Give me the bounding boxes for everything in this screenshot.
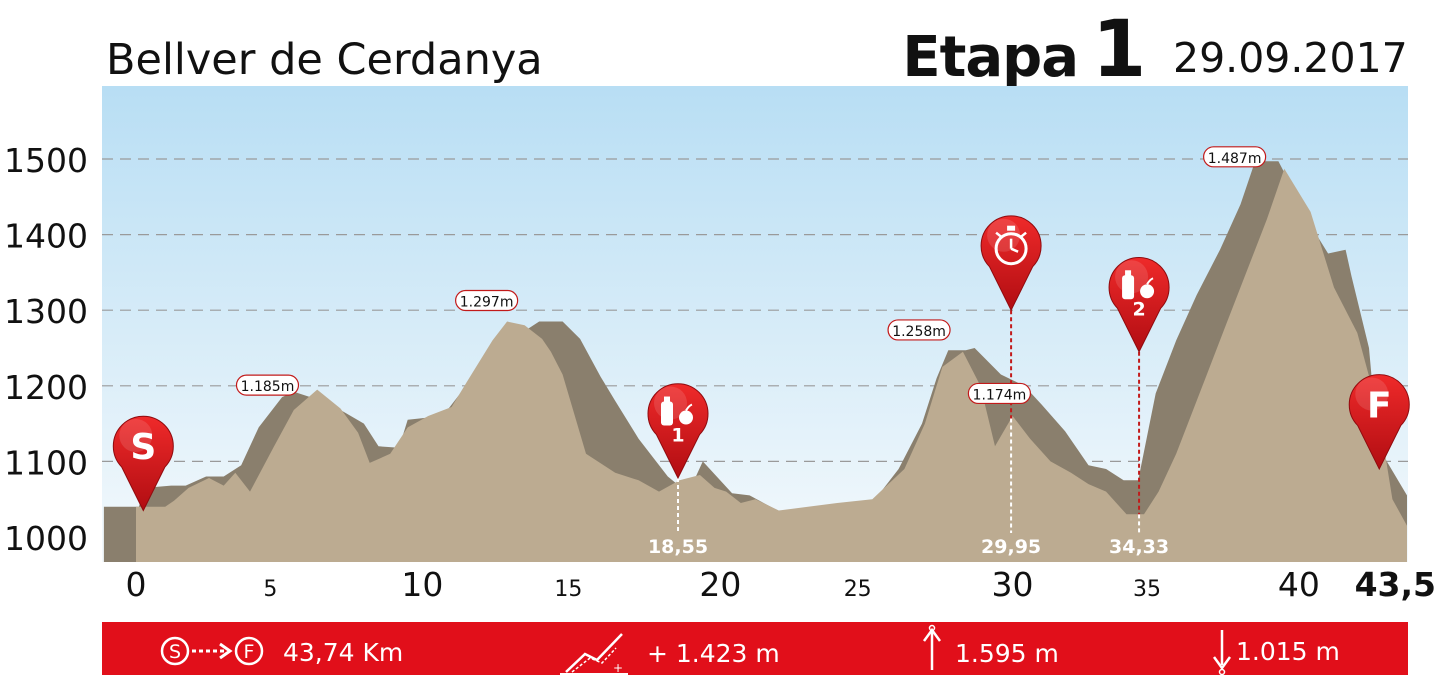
summary-bar bbox=[102, 622, 1408, 675]
summit-label: 1.297m bbox=[455, 289, 519, 312]
feed-zone-number: 1 bbox=[671, 425, 684, 447]
x-tick-label: 10 bbox=[401, 565, 443, 604]
distance-icon: S F bbox=[160, 636, 264, 666]
x-tick-label: 0 bbox=[126, 565, 147, 604]
route-markers: S 1 2 F bbox=[112, 215, 1410, 512]
start-letter: S bbox=[130, 427, 156, 468]
timer-marker bbox=[980, 215, 1042, 312]
summit-label: 1.174m bbox=[967, 382, 1032, 405]
elevation-gain-icon: + bbox=[560, 633, 628, 675]
stage-label: Etapa bbox=[902, 25, 1078, 90]
terrain bbox=[103, 161, 1407, 562]
stage-number: 1 bbox=[1092, 5, 1146, 95]
feed-marker: 2 bbox=[1108, 257, 1170, 353]
marker-drop-lines: 18,55 29,95 34,33 bbox=[648, 310, 1169, 558]
x-tick-label: 40 bbox=[1278, 565, 1320, 604]
distance-icon-finish: F bbox=[244, 641, 255, 663]
summit-label-text: 1.185m bbox=[241, 379, 295, 395]
y-tick-label: 1500 bbox=[4, 141, 88, 180]
summit-label-text: 1.258m bbox=[892, 324, 946, 340]
y-tick-label: 1000 bbox=[4, 519, 88, 558]
summit-label-text: 1.174m bbox=[973, 387, 1027, 403]
y-tick-label: 1300 bbox=[4, 292, 88, 331]
x-tick-label: 5 bbox=[263, 577, 277, 602]
y-tick-label: 1400 bbox=[4, 217, 88, 256]
x-tick-label: 20 bbox=[699, 565, 741, 604]
marker-km-label: 18,55 bbox=[648, 536, 708, 558]
x-tick-label: 30 bbox=[992, 565, 1034, 604]
x-tick-label: 35 bbox=[1133, 577, 1161, 602]
summit-label-text: 1.487m bbox=[1208, 151, 1262, 167]
feed-icon bbox=[661, 396, 694, 426]
feed-zone-number: 2 bbox=[1132, 298, 1145, 320]
stage-date: 29.09.2017 bbox=[1173, 34, 1408, 82]
x-tick-label: 25 bbox=[844, 577, 872, 602]
elevation-gain: + 1.423 m bbox=[647, 639, 780, 668]
finish-marker: F bbox=[1348, 374, 1410, 471]
marker-km-label: 34,33 bbox=[1109, 536, 1169, 558]
x-tick-label: 15 bbox=[554, 577, 582, 602]
summit-labels: 1.185m 1.297m 1.258m 1.174m 1.487m bbox=[235, 146, 1267, 405]
y-tick-label: 1200 bbox=[4, 368, 88, 407]
total-distance: 43,74 Km bbox=[283, 638, 403, 667]
y-tick-label: 1100 bbox=[4, 443, 88, 482]
start-marker: S bbox=[112, 415, 174, 512]
x-axis: 0 5 10 15 20 25 30 35 40 43,5 bbox=[126, 565, 1437, 604]
summit-label: 1.185m bbox=[235, 374, 300, 396]
feed-icon bbox=[1122, 270, 1155, 300]
location-title: Bellver de Cerdanya bbox=[106, 35, 543, 85]
marker-km-label: 29,95 bbox=[981, 536, 1041, 558]
max-altitude-icon bbox=[922, 624, 942, 670]
min-altitude: 1.015 m bbox=[1236, 637, 1340, 666]
elevation-gain-plus: + bbox=[613, 661, 623, 675]
y-axis: 1000 1100 1200 1300 1400 1500 bbox=[4, 141, 88, 558]
feed-marker: 1 bbox=[647, 383, 709, 480]
min-altitude-icon bbox=[1212, 630, 1232, 676]
summit-label: 1.258m bbox=[887, 319, 951, 341]
x-tick-label: 43,5 bbox=[1355, 565, 1436, 604]
distance-icon-start: S bbox=[169, 641, 181, 663]
summit-label-text: 1.297m bbox=[460, 294, 514, 310]
max-altitude: 1.595 m bbox=[955, 639, 1059, 668]
terrain-elevation-area bbox=[136, 168, 1407, 562]
stopwatch-icon bbox=[994, 225, 1028, 266]
summit-label: 1.487m bbox=[1203, 146, 1267, 168]
finish-letter: F bbox=[1367, 385, 1392, 426]
